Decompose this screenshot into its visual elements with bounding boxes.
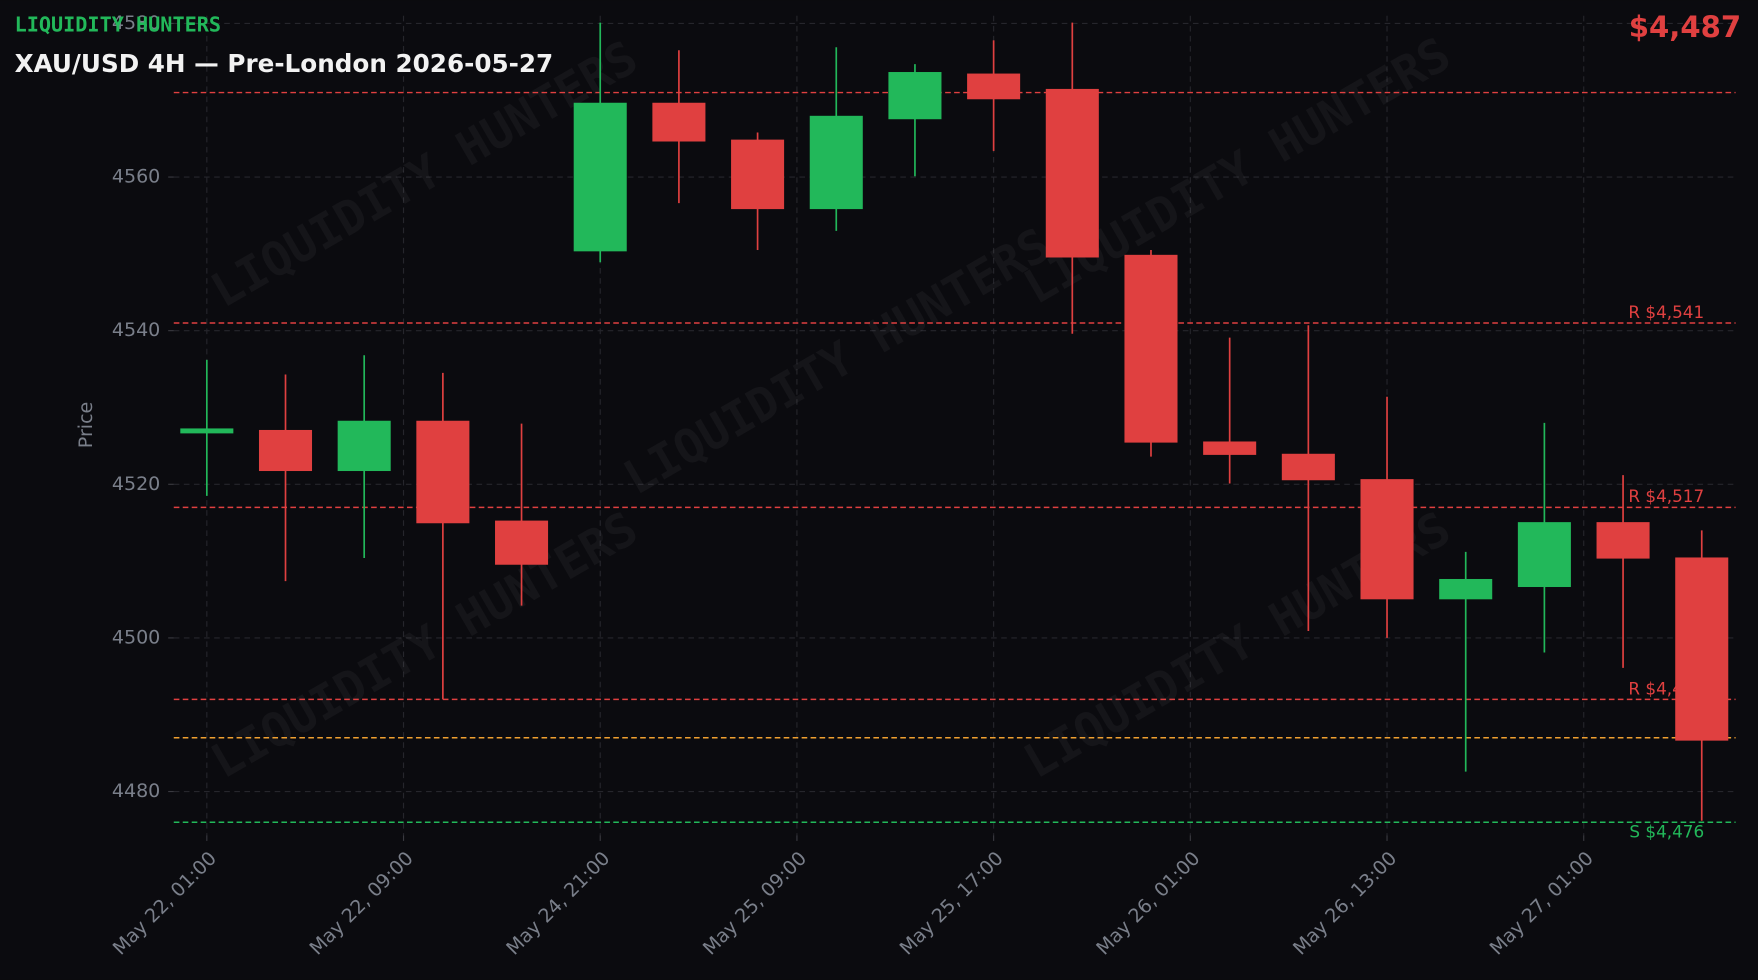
y-axis-label: Price xyxy=(75,402,97,448)
y-tick-label: 4580 xyxy=(112,12,160,34)
y-tick-label: 4480 xyxy=(112,780,160,802)
y-tick-label: 4520 xyxy=(112,473,160,495)
candle-body xyxy=(967,73,1021,100)
level-label: R $4,517 xyxy=(1628,486,1704,506)
candle-body xyxy=(1203,441,1257,455)
candle-body xyxy=(809,115,863,210)
candle-body xyxy=(1281,453,1335,481)
candle-body xyxy=(1124,254,1178,443)
candle-body xyxy=(180,428,234,434)
candles xyxy=(180,22,1729,821)
y-tick-label: 4540 xyxy=(112,319,160,341)
brand: LIQUIDITY HUNTERS xyxy=(15,12,221,36)
candle-body xyxy=(1596,522,1650,559)
candle-body xyxy=(1439,578,1493,600)
y-tick-label: 4500 xyxy=(112,626,160,648)
candle-body xyxy=(652,102,706,142)
candle-body xyxy=(1360,479,1414,600)
candle-body xyxy=(1045,88,1099,258)
chart-title: XAU/USD 4H — Pre-London 2026-05-27 xyxy=(15,49,554,78)
candle-body xyxy=(1517,522,1571,588)
grid xyxy=(173,15,1736,836)
candle-body xyxy=(258,429,313,472)
level-label: R $4,541 xyxy=(1628,302,1704,322)
candle-body xyxy=(495,520,549,565)
candle-body xyxy=(337,420,391,472)
candle-body xyxy=(416,420,470,524)
y-tick-label: 4560 xyxy=(112,166,160,188)
candle-body xyxy=(1675,557,1729,741)
price-label: $4,487 xyxy=(1629,10,1741,44)
candle-body xyxy=(573,102,627,252)
candle-body xyxy=(731,139,785,210)
level-label: S $4,476 xyxy=(1629,821,1704,841)
candle-body xyxy=(888,72,942,120)
